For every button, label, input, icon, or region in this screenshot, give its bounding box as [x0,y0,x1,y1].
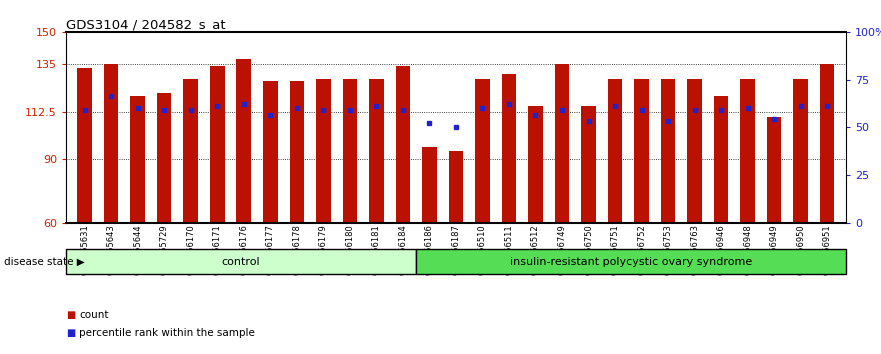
Bar [448,151,463,223]
Text: percentile rank within the sample: percentile rank within the sample [79,328,255,338]
Bar [210,66,225,223]
Text: control: control [221,257,260,267]
Bar [475,79,490,223]
Bar [581,106,596,223]
Bar [794,79,808,223]
Bar [396,66,411,223]
Bar [555,64,569,223]
Bar [104,64,118,223]
Bar [529,106,543,223]
Bar [820,64,834,223]
Bar [343,79,357,223]
Bar [157,93,172,223]
Bar [501,74,516,223]
Bar [634,79,648,223]
Bar [687,79,702,223]
Bar [661,79,676,223]
Text: count: count [79,310,108,320]
Bar [766,117,781,223]
Text: ■: ■ [66,310,75,320]
Bar [183,79,198,223]
Bar [369,79,383,223]
Bar [78,68,92,223]
Bar [416,249,846,274]
Bar [263,81,278,223]
Bar [290,81,304,223]
Bar [740,79,755,223]
Bar [316,79,330,223]
Text: insulin-resistant polycystic ovary syndrome: insulin-resistant polycystic ovary syndr… [509,257,751,267]
Bar [608,79,622,223]
Bar [422,147,437,223]
Text: disease state ▶: disease state ▶ [4,257,85,267]
Bar [66,249,416,274]
Bar [714,96,729,223]
Bar [130,96,145,223]
Text: GDS3104 / 204582_s_at: GDS3104 / 204582_s_at [66,18,226,31]
Text: ■: ■ [66,328,75,338]
Bar [236,59,251,223]
